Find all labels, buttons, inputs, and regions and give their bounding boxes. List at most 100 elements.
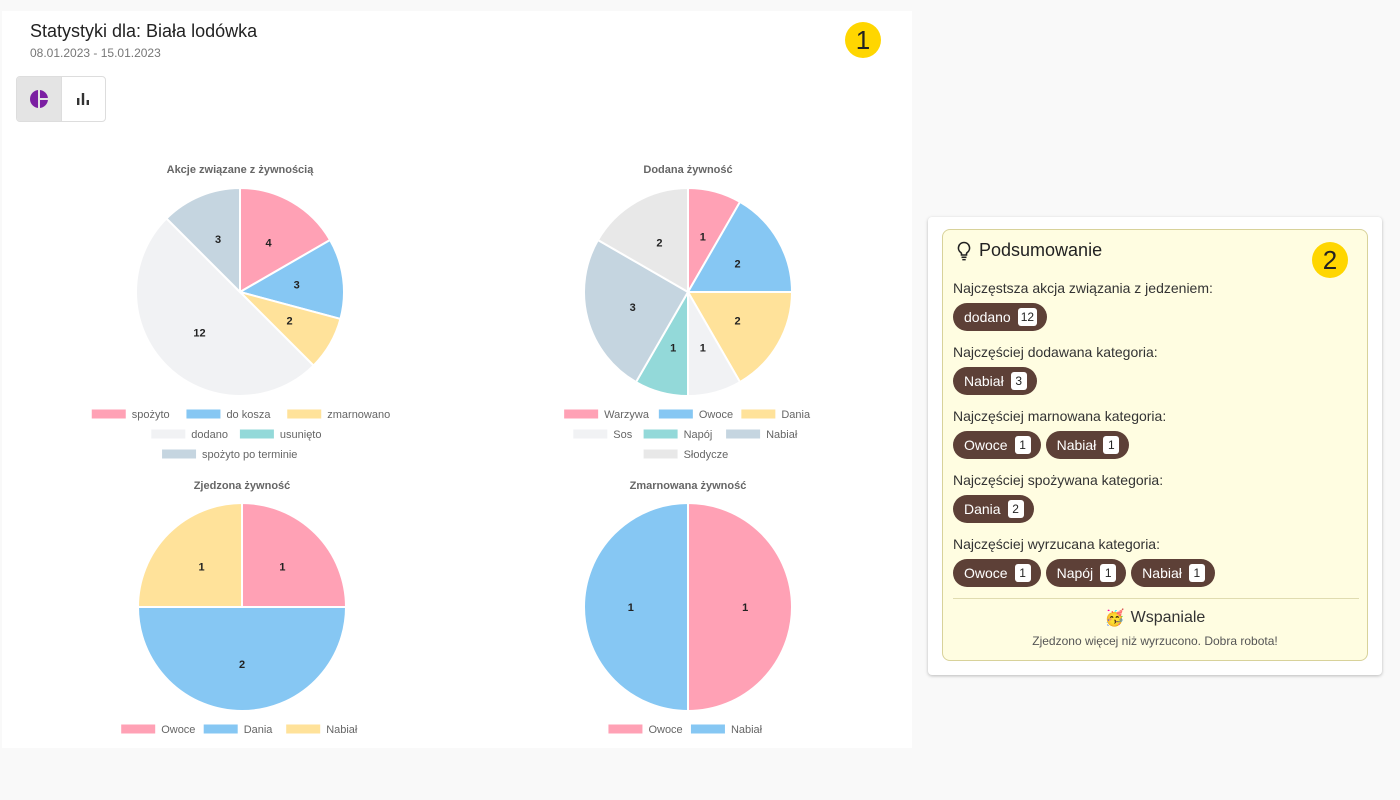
legend-label: Owoce — [161, 724, 195, 736]
legend-swatch — [741, 409, 776, 419]
slice-value-label: 2 — [286, 316, 292, 328]
slice-value-label: 3 — [630, 302, 636, 314]
legend-swatch — [643, 449, 678, 459]
legend-swatch — [239, 429, 274, 439]
legend-label: dodano — [191, 429, 228, 441]
legend-swatch — [162, 449, 197, 459]
legend-item[interactable]: Sos — [573, 429, 633, 441]
legend-label: Nabiał — [766, 429, 798, 441]
category-chip: Dania 2 — [953, 495, 1034, 523]
legend-item[interactable]: Warzywa — [564, 409, 650, 421]
chip-label: Nabiał — [964, 373, 1004, 389]
pie-slice[interactable] — [583, 238, 690, 384]
chip-label: Napój — [1056, 565, 1094, 581]
summary-section-label: Najczęściej marnowana kategoria: — [953, 408, 1167, 424]
summary-section: Najczęściej spożywana kategoria: Dania 2 — [953, 472, 1163, 523]
legend-label: Warzywa — [604, 409, 650, 421]
legend-item[interactable]: Owoce — [658, 409, 733, 421]
chart-title: Zjedzona żywność — [194, 480, 291, 492]
legend-item[interactable]: spożyto — [91, 409, 170, 421]
category-chip: Owoce 1 — [953, 559, 1041, 587]
legend-label: Dania — [244, 724, 274, 736]
legend-swatch — [643, 429, 678, 439]
slice-value-label: 3 — [294, 280, 300, 292]
pie-slice[interactable] — [686, 200, 794, 293]
summary-box: Podsumowanie 2 Najczęstsza akcja związan… — [942, 229, 1368, 661]
chip-count-badge: 3 — [1010, 372, 1027, 390]
step-badge-1: 1 — [845, 22, 881, 58]
pie-chart-wasted-food: Zmarnowana żywność 1 1 Owoce Nabiał — [507, 467, 867, 737]
legend-swatch — [608, 724, 643, 734]
slice-value-label: 1 — [700, 342, 706, 354]
pie-slice[interactable] — [583, 501, 689, 713]
page-title: Statystyki dla: Biała lodówka — [30, 21, 258, 41]
legend-item[interactable]: dodano — [151, 429, 228, 441]
pie-slice[interactable] — [596, 186, 689, 294]
pie-slice[interactable] — [136, 606, 348, 712]
slice-value-label: 12 — [193, 327, 205, 339]
chip-label: Owoce — [964, 437, 1008, 453]
legend-swatch — [658, 409, 693, 419]
legend-label: spożyto — [132, 409, 170, 421]
legend-item[interactable]: Dania — [203, 724, 274, 736]
legend-item[interactable]: Owoce — [608, 724, 683, 736]
legend-swatch — [726, 429, 761, 439]
legend-item[interactable]: usunięto — [239, 429, 322, 441]
chip-count-badge: 2 — [1007, 500, 1024, 518]
chart-title: Zmarnowana żywność — [630, 480, 747, 492]
chart-type-toggle — [16, 76, 106, 122]
slice-value-label: 1 — [700, 232, 706, 244]
legend-swatch — [573, 429, 608, 439]
pie-slice[interactable] — [687, 501, 793, 713]
pie-slice[interactable] — [686, 291, 794, 384]
pie-chart-food-actions: Akcje związane z żywnością 4 3 2 12 3 spożyto d… — [60, 151, 420, 461]
legend-item[interactable]: do kosza — [186, 409, 271, 421]
chip-count-badge: 1 — [1100, 564, 1117, 582]
legend-label: Sos — [613, 429, 632, 441]
legend-label: usunięto — [280, 429, 322, 441]
category-chip: dodano 12 — [953, 303, 1048, 331]
summary-section-label: Najczęściej wyrzucana kategoria: — [953, 536, 1160, 552]
slice-value-label: 1 — [670, 342, 676, 354]
category-chip: Nabiał 1 — [1131, 559, 1215, 587]
pie-slice[interactable] — [165, 186, 241, 295]
summary-section-label: Najczęściej spożywana kategoria: — [953, 472, 1164, 488]
legend-item[interactable]: Owoce — [121, 724, 195, 736]
pie-chart-icon — [29, 89, 49, 109]
pie-slice[interactable] — [135, 217, 315, 397]
legend-label: Nabiał — [326, 724, 358, 736]
legend-item[interactable]: zmarnowano — [287, 409, 390, 421]
chart-title: Akcje związane z żywnością — [167, 164, 315, 176]
pie-chart-added-food: Dodana żywność 1 2 2 1 1 3 2 Warzywa Owoce Dania So… — [507, 151, 867, 461]
summary-card: Podsumowanie 2 Najczęstsza akcja związan… — [928, 217, 1382, 675]
pie-view-button[interactable] — [17, 77, 61, 121]
legend-item[interactable]: Nabiał — [726, 429, 798, 441]
summary-section: Najczęściej dodawana kategoria: Nabiał 3 — [953, 344, 1158, 395]
slice-value-label: 4 — [266, 237, 273, 249]
legend-label: do kosza — [226, 409, 271, 421]
summary-header: Podsumowanie — [955, 240, 1102, 261]
pie-slice[interactable] — [241, 501, 348, 608]
legend-item[interactable]: Dania — [741, 409, 811, 421]
bar-chart-icon — [77, 93, 90, 105]
legend-item[interactable]: spożyto po terminie — [162, 449, 297, 461]
legend-item[interactable]: Słodycze — [643, 449, 729, 461]
slice-value-label: 1 — [742, 602, 748, 614]
category-chip: Napój 1 — [1045, 559, 1127, 587]
pie-slice[interactable] — [237, 238, 345, 321]
slice-value-label: 3 — [215, 234, 221, 246]
legend-swatch — [564, 409, 599, 419]
lightbulb-icon — [957, 241, 971, 260]
legend-item[interactable]: Napój — [643, 429, 713, 441]
chip-label: Nabiał — [1142, 565, 1182, 581]
bar-view-button[interactable] — [60, 77, 106, 121]
legend-item[interactable]: Nabiał — [286, 724, 358, 736]
legend-item[interactable]: Nabiał — [690, 724, 763, 736]
slice-value-label: 1 — [279, 562, 285, 574]
chip-label: dodano — [964, 309, 1011, 325]
legend-label: spożyto po terminie — [202, 449, 297, 461]
pie-slice[interactable] — [239, 186, 332, 294]
category-chip: Nabiał 3 — [953, 367, 1037, 395]
pie-slice[interactable] — [136, 501, 243, 608]
summary-verdict: 🥳 Wspaniale Zjedzono więcej niż wyrzucon… — [943, 608, 1367, 648]
